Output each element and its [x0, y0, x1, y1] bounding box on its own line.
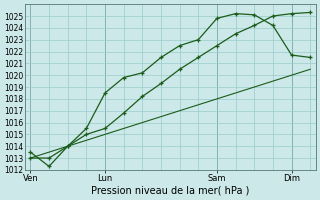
X-axis label: Pression niveau de la mer( hPa ): Pression niveau de la mer( hPa ) — [91, 186, 250, 196]
